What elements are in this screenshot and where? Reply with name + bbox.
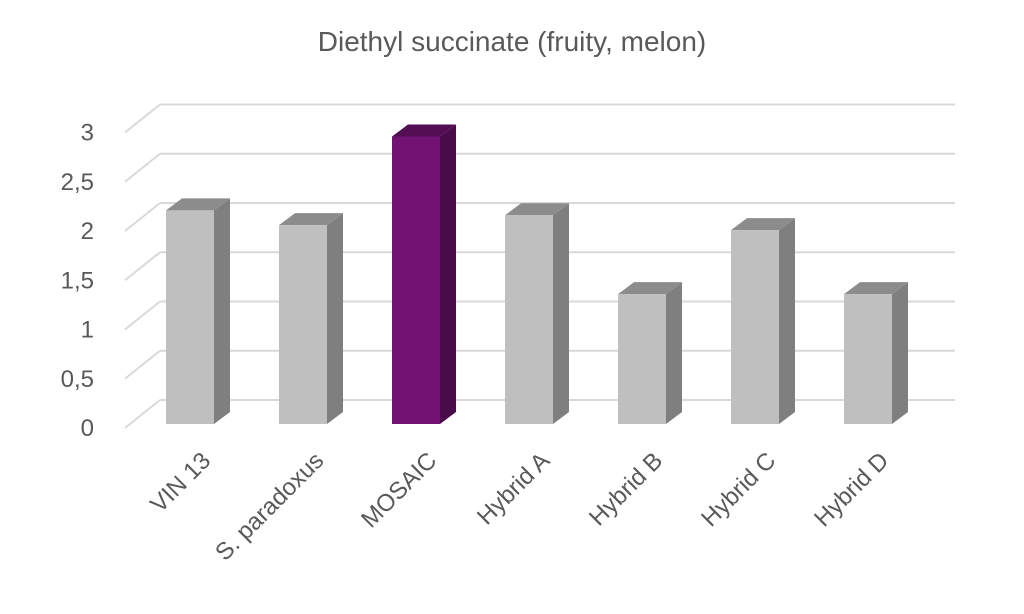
gridline-depth-edge <box>124 349 161 380</box>
x-tick-label: MOSAIC <box>356 447 442 533</box>
bar-top <box>844 282 908 295</box>
y-tick-label: 1,5 <box>61 267 94 294</box>
bar-side <box>327 213 343 424</box>
bar-side <box>214 198 230 424</box>
bar-side <box>440 124 456 424</box>
bar-top <box>505 203 569 216</box>
x-tick-label: Hybrid B <box>584 447 668 531</box>
y-tick-label: 1 <box>81 317 94 344</box>
bar-side <box>779 218 795 424</box>
bar-front <box>731 230 779 424</box>
x-tick-label: VIN 13 <box>145 447 216 518</box>
bar-hybrid-b <box>618 282 682 424</box>
y-tick-label: 2 <box>81 218 94 245</box>
gridline-depth-edge <box>124 202 161 232</box>
x-axis-labels: VIN 13S. paradoxus MOSAIC Hybrid A Hybrid B… <box>145 447 894 566</box>
gridline-depth-edge <box>124 103 161 134</box>
bar-top <box>166 198 230 211</box>
bar-hybrid-a <box>505 203 569 424</box>
bar-front <box>392 136 440 424</box>
gridline-depth-edge <box>124 300 161 331</box>
bar-hybrid-d <box>844 282 908 424</box>
gridline-depth-edge <box>124 251 161 282</box>
chart-title: Diethyl succinate (fruity, melon) <box>317 26 707 57</box>
y-tick-label: 2,5 <box>61 169 94 196</box>
bar-mosaic <box>392 124 456 424</box>
y-axis-ticks: 0 0,5 1 1,5 2 2,5 3 <box>61 120 94 443</box>
bar-s-paradoxus <box>279 213 343 424</box>
bars <box>166 124 908 424</box>
bar-side <box>666 282 682 424</box>
bar-side <box>553 203 569 424</box>
gridline-depth-edge <box>124 152 161 183</box>
bar-top <box>731 218 795 231</box>
bar-front <box>844 294 892 424</box>
y-tick-label: 0 <box>81 415 94 442</box>
bar-hybrid-c <box>731 218 795 424</box>
bar-front <box>279 225 327 424</box>
bar-side <box>892 282 908 424</box>
x-tick-label: Hybrid A <box>472 447 555 530</box>
bar-vin-13 <box>166 198 230 424</box>
x-tick-label: Hybrid D <box>809 447 894 532</box>
x-tick-label: S. paradoxus <box>210 447 329 566</box>
y-tick-label: 0,5 <box>61 366 94 393</box>
y-tick-label: 3 <box>81 120 94 147</box>
bar-top <box>392 124 456 137</box>
bar-front <box>166 210 214 424</box>
x-tick-label: Hybrid C <box>696 447 781 532</box>
bar-front <box>505 215 553 424</box>
gridline-depth-edge <box>124 399 161 429</box>
bar-top <box>279 213 343 226</box>
bar-top <box>618 282 682 295</box>
bar-front <box>618 294 666 424</box>
